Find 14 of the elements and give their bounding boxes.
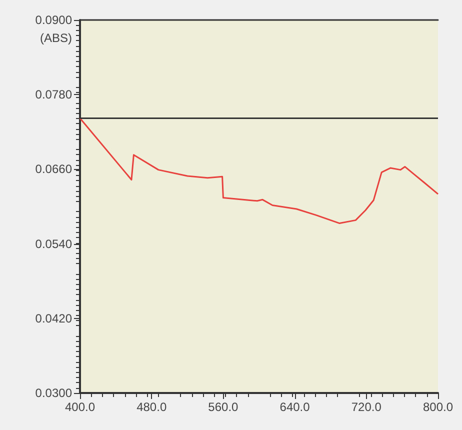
x-tick-label: 480.0 xyxy=(136,400,167,414)
x-tick-label: 720.0 xyxy=(351,400,382,414)
x-tick-label: 560.0 xyxy=(208,400,239,414)
y-tick-label: 0.0660 xyxy=(35,162,72,176)
x-tick-label: 400.0 xyxy=(64,400,96,414)
y-tick-label: 0.0420 xyxy=(35,311,72,326)
y-axis-title: (ABS) xyxy=(40,31,72,45)
y-tick-label: 0.0780 xyxy=(35,88,72,102)
line-series xyxy=(79,117,439,224)
x-tick-label: 640.0 xyxy=(280,400,310,414)
y-tick-label: 0.0300 xyxy=(35,386,72,400)
y-tick-label: 0.0900 xyxy=(35,13,72,27)
x-tick-label: 800.0 xyxy=(422,400,454,414)
y-tick-label: 0.0540 xyxy=(35,236,72,251)
